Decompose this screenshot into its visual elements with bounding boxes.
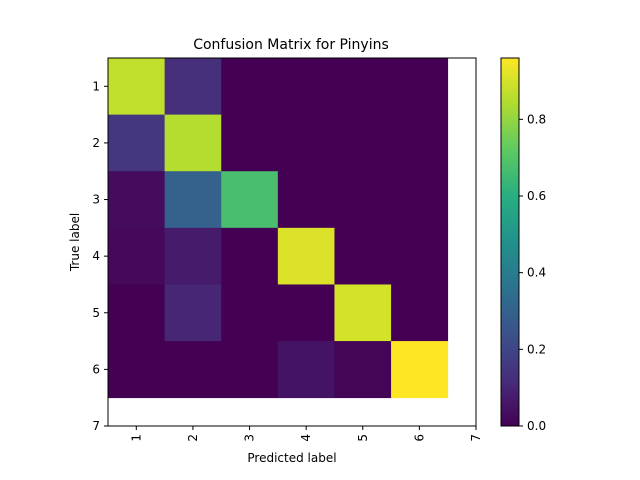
heatmap-cell-r4-c3 [221,227,279,285]
heatmap-cell-r5-c5 [334,284,392,342]
heatmap-cell-r2-c2 [164,114,222,172]
x-tick-label: 1 [129,434,143,442]
y-axis-label: True label [68,213,82,272]
heatmap-cell-r2-c1 [108,114,166,172]
y-tick-label: 5 [92,306,100,320]
heatmap-cell-r3-c2 [164,171,222,229]
colorbar-tick-label: 0.6 [527,189,546,203]
heatmap-cell-r3-c4 [277,171,335,229]
heatmap-cell-r3-c5 [334,171,392,229]
x-axis-ticks: 1 2 3 4 5 6 7 [129,426,483,442]
y-tick-label: 3 [92,193,100,207]
heatmap-cell-r3-c1 [108,171,166,229]
chart-title: Confusion Matrix for Pinyins [193,37,389,53]
heatmap-cell-r6-c2 [164,341,222,399]
heatmap-cell-r2-c6 [391,114,449,172]
heatmap-cell-r5-c1 [108,284,166,342]
x-tick-label: 5 [356,434,370,442]
colorbar-tick-label: 0.2 [527,342,546,356]
y-tick-label: 4 [92,249,100,263]
heatmap-cell-r2-c5 [334,114,392,172]
heatmap-cell-r2-c3 [221,114,279,172]
heatmap-cell-r4-c1 [108,227,166,285]
colorbar-ticks: 0.0 0.2 0.4 0.6 0.8 [519,112,546,433]
heatmap-cell-r6-c1 [108,341,166,399]
x-tick-label: 6 [412,434,426,442]
heatmap-cell-r6-c5 [334,341,392,399]
y-tick-label: 1 [92,79,100,93]
heatmap-cell-r2-c4 [277,114,335,172]
heatmap-cells [108,58,449,399]
heatmap-cell-r5-c2 [164,284,222,342]
heatmap-cell-r3-c6 [391,171,449,229]
heatmap-cell-r6-c4 [277,341,335,399]
heatmap-cell-r1-c2 [164,58,222,116]
heatmap-cell-r1-c1 [108,58,166,116]
heatmap-cell-r1-c5 [334,58,392,116]
x-tick-label: 4 [299,434,313,442]
y-axis-ticks: 1 2 3 4 5 6 7 [92,79,108,433]
colorbar-tick-label: 0.4 [527,266,546,280]
y-tick-label: 7 [92,419,100,433]
heatmap-cell-r4-c5 [334,227,392,285]
colorbar-tick-label: 0.8 [527,112,546,126]
heatmap-cell-r1-c4 [277,58,335,116]
colorbar [500,57,520,427]
heatmap-cell-r3-c3 [221,171,279,229]
y-tick-label: 2 [92,136,100,150]
y-tick-label: 6 [92,362,100,376]
heatmap-cell-r6-c6 [391,341,449,399]
heatmap-cell-r4-c2 [164,227,222,285]
heatmap-cell-r4-c4 [277,227,335,285]
heatmap-cell-r5-c3 [221,284,279,342]
colorbar-tick-label: 0.0 [527,419,546,433]
x-axis-label: Predicted label [247,451,336,465]
heatmap-cell-r4-c6 [391,227,449,285]
heatmap-cell-r6-c3 [221,341,279,399]
heatmap-cell-r5-c4 [277,284,335,342]
x-tick-label: 3 [243,434,257,442]
plot-frame [107,57,477,427]
heatmap-cell-r1-c6 [391,58,449,116]
heatmap-cell-r5-c6 [391,284,449,342]
heatmap-cell-r1-c3 [221,58,279,116]
x-tick-label: 7 [469,434,483,442]
x-tick-label: 2 [186,434,200,442]
